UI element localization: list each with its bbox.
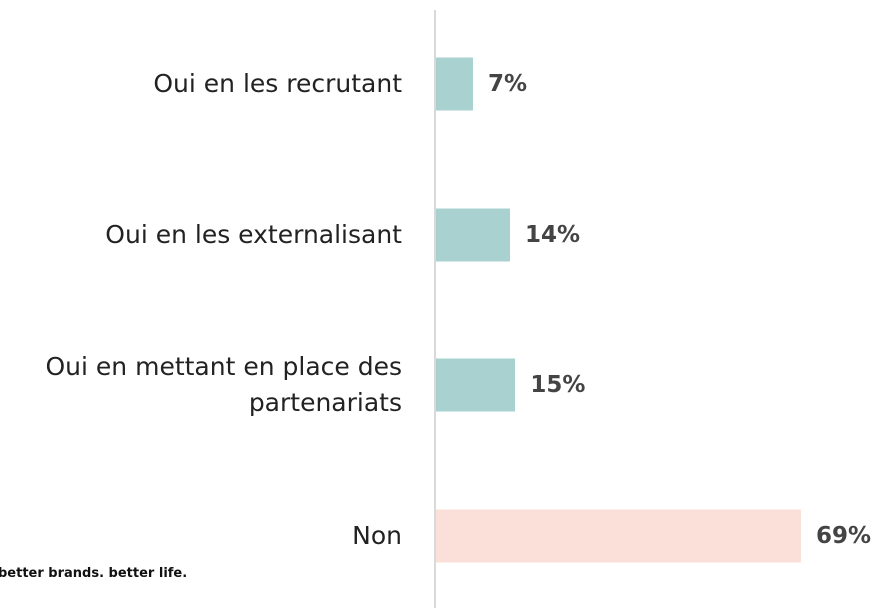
category-label: Non [352,520,402,550]
value-label: 69% [816,522,872,549]
category-label: Oui en les externalisant [105,219,402,249]
footer: better brands. better life. [0,566,188,581]
bar [436,358,516,412]
category-label: Oui en les recrutant [153,69,402,98]
axis-line [434,10,436,608]
bar [436,509,801,562]
value-label: 15% [530,372,586,398]
bar [436,208,511,261]
bar [436,57,474,111]
value-label: 7% [488,71,528,97]
value-label: 14% [525,221,581,248]
category-label: Oui en mettant en place des partenariats [45,352,403,417]
